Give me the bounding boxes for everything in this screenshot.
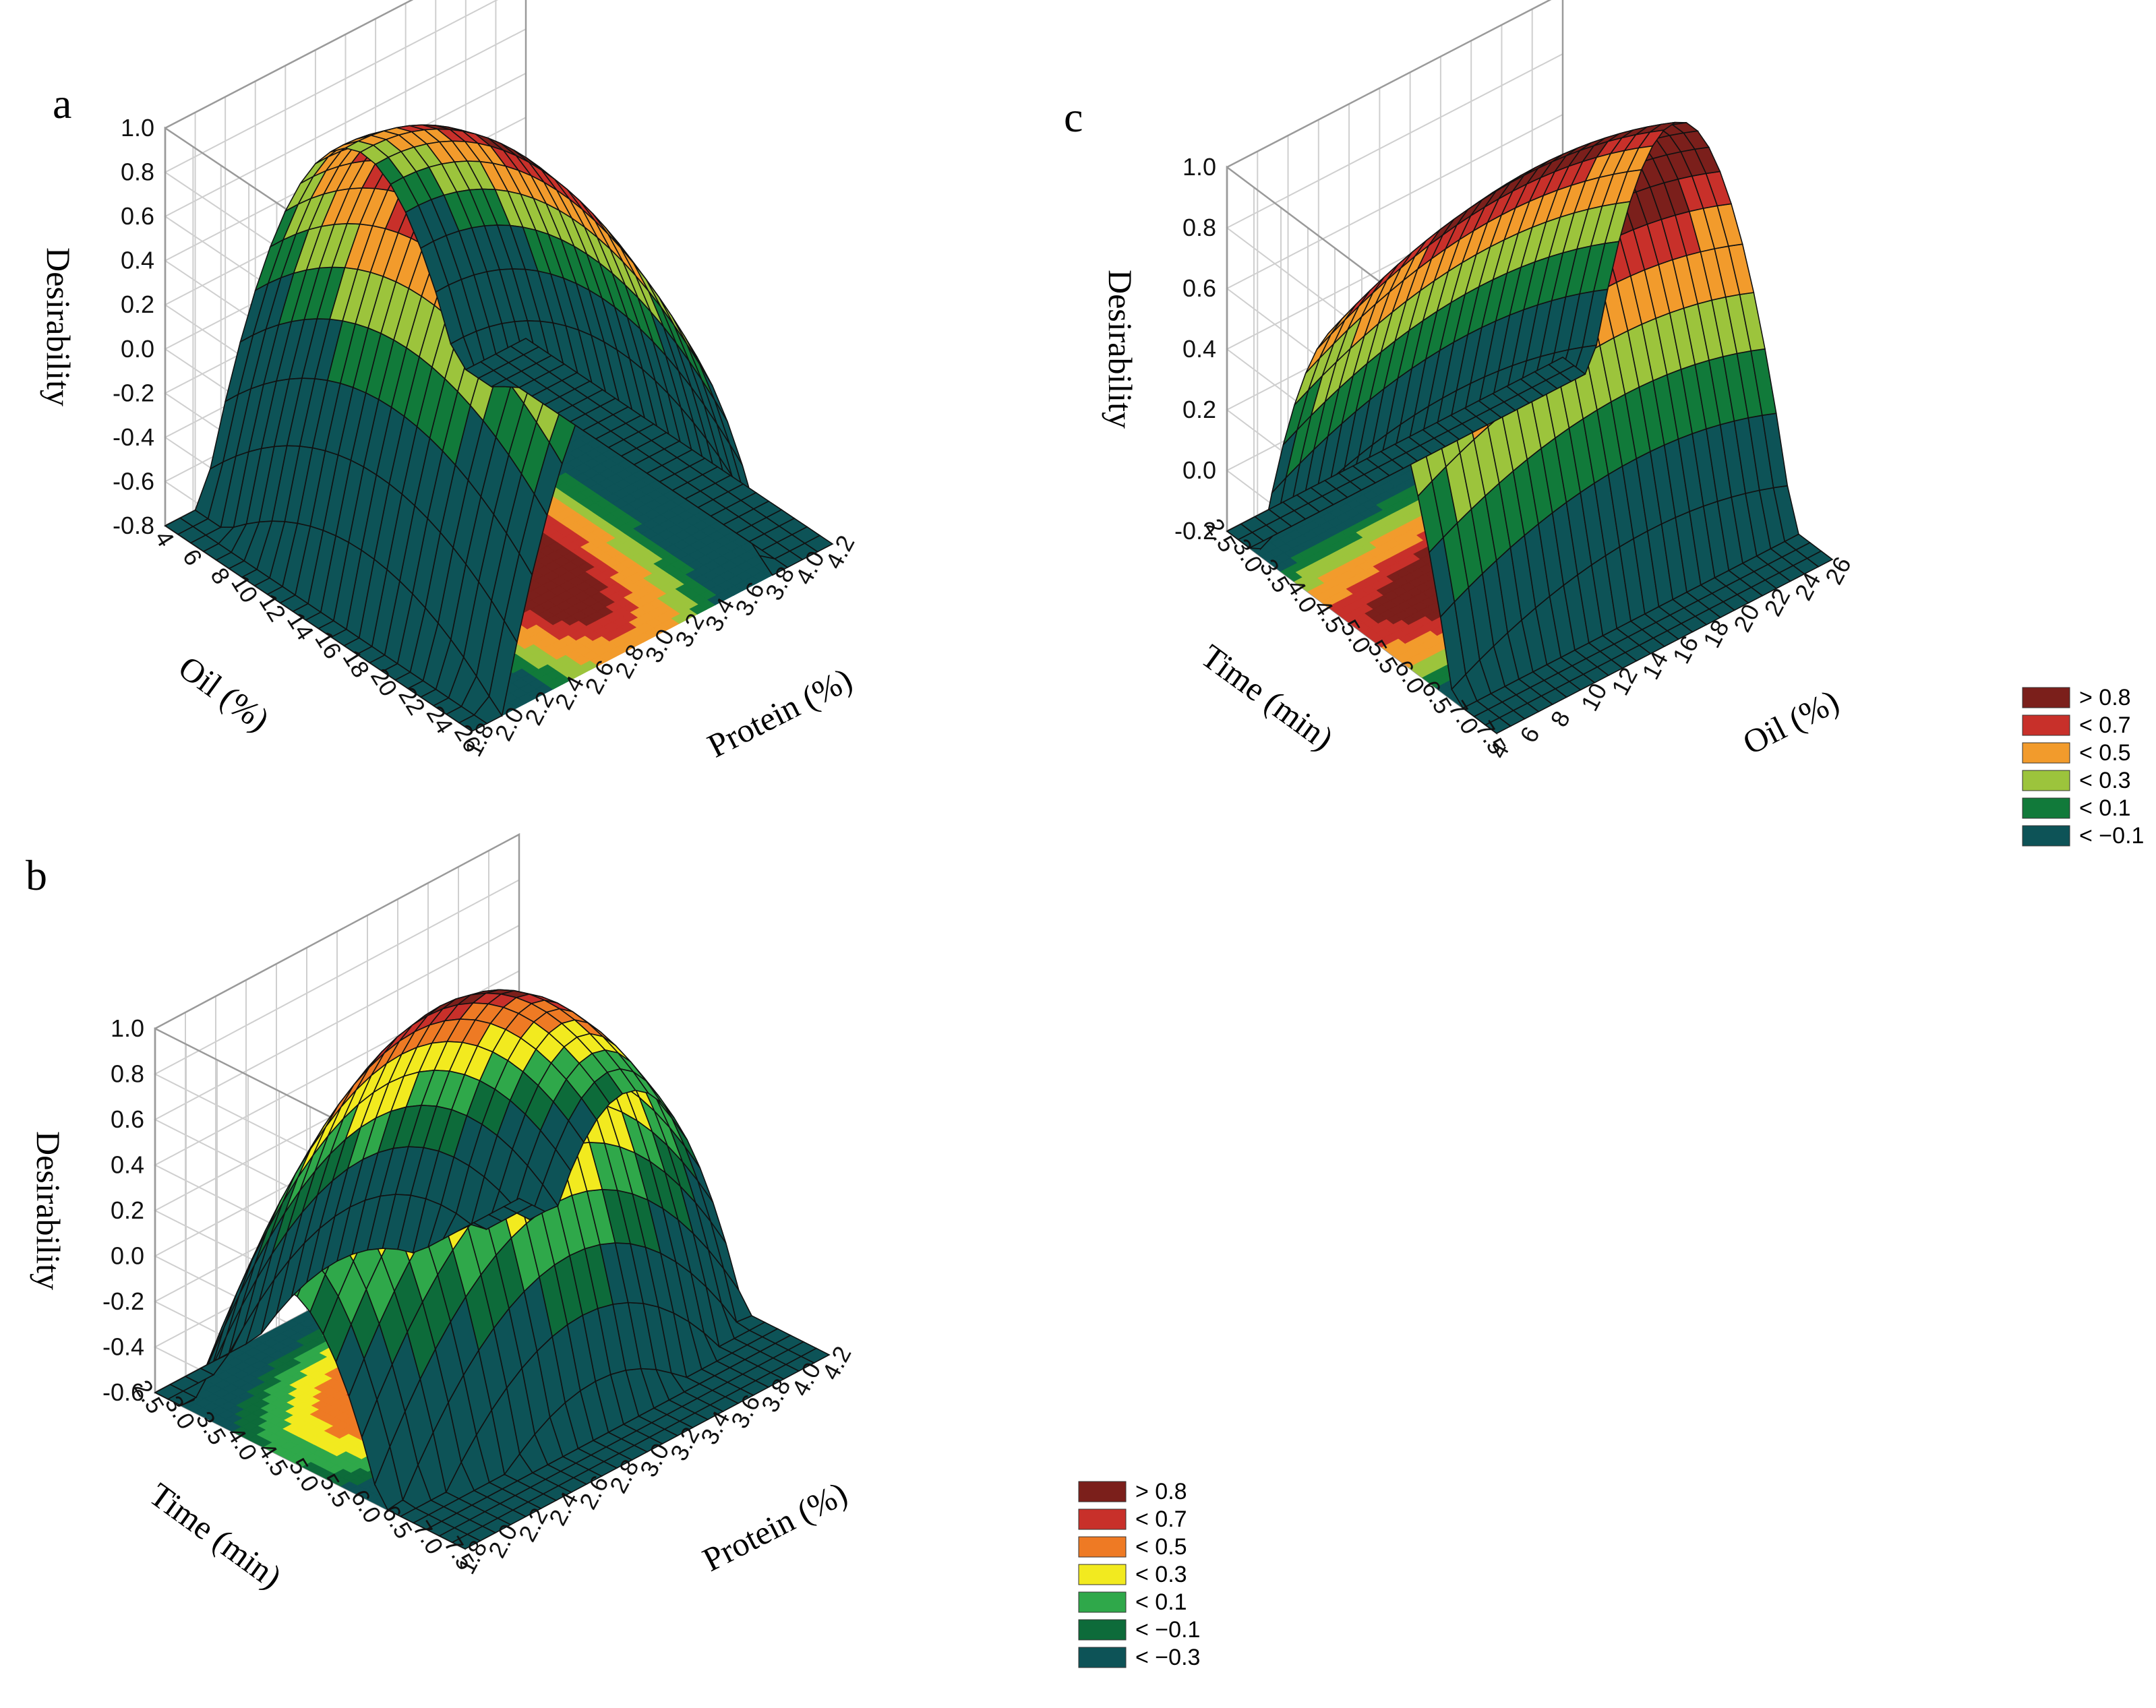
- z-tick-label: 0.8: [121, 158, 154, 186]
- z-axis-ticks: 1.00.80.60.40.20.0-0.2-0.4-0.6: [102, 1014, 144, 1406]
- z-tick-label: -0.2: [102, 1287, 144, 1315]
- z-tick-label: 0.0: [111, 1242, 144, 1270]
- z-tick-label: 0.8: [111, 1060, 144, 1088]
- panel-c-label: c: [1064, 93, 1083, 141]
- panel-a-label: a: [53, 80, 71, 127]
- z-tick-label: 1.0: [111, 1014, 144, 1042]
- y-tick-label: 6: [177, 544, 208, 570]
- panel-b: b 1.00.80.60.40.20.0-0.2-0.4-0.61.82.02.…: [26, 832, 857, 1596]
- z-tick-label: 0.2: [121, 291, 154, 318]
- z-tick-label: -0.4: [102, 1333, 144, 1361]
- z-tick-label: 0.4: [111, 1151, 144, 1179]
- x-axis-title: Protein (%): [696, 1474, 853, 1579]
- panel-c: c 1.00.80.60.40.20.0-0.24681012141618202…: [1064, 0, 1857, 763]
- z-axis-title: Desirability: [40, 247, 78, 406]
- z-tick-label: -0.4: [113, 423, 154, 451]
- z-tick-label: -0.8: [113, 512, 154, 539]
- z-tick-label: 0.6: [111, 1105, 144, 1133]
- y-axis-title: Time (min): [143, 1475, 289, 1596]
- response-surface: [164, 124, 834, 732]
- z-tick-label: 0.4: [121, 247, 154, 274]
- panel-a: a 1.00.80.60.40.20.0-0.2-0.4-0.6-0.81.82…: [40, 0, 860, 765]
- z-tick-label: 0.6: [121, 202, 154, 230]
- x-axis-title: Protein (%): [702, 660, 858, 764]
- panel-b-label: b: [26, 851, 47, 899]
- z-axis-title: Desirability: [30, 1131, 67, 1290]
- z-tick-label: -0.6: [113, 467, 154, 495]
- z-tick-label: 1.0: [121, 114, 154, 142]
- y-axis-title: Oil (%): [172, 648, 276, 739]
- z-axis-ticks: 1.0 0.8 0.6 0.4 0.2 0.0 -0.2 -0.4 -0.6 -0.8: [113, 114, 154, 539]
- response-surface: [154, 989, 831, 1550]
- z-tick-label: 0.2: [111, 1196, 144, 1224]
- z-tick-label: 0.0: [121, 335, 154, 363]
- z-tick-label: -0.2: [113, 379, 154, 406]
